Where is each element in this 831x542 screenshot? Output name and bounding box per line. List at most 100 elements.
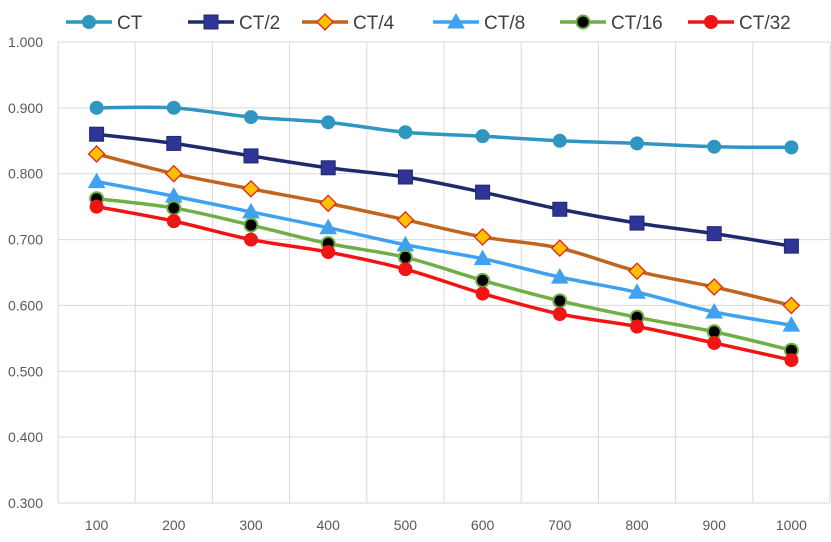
data-point-ct-2 [629, 215, 645, 231]
data-point-ct-16 [475, 272, 491, 288]
data-point-ct-32 [707, 335, 722, 350]
x-tick-label: 500 [394, 517, 418, 533]
data-point-ct-32 [166, 214, 181, 229]
data-point-ct-2 [166, 135, 182, 151]
data-point-ct [398, 125, 413, 140]
x-tick-label: 1000 [776, 517, 807, 533]
axis-tick-labels: 0.300 0.400 0.500 0.600 0.700 0.800 0.900 1.000… [8, 34, 807, 533]
data-point-ct-2 [706, 226, 722, 242]
series-lines [87, 100, 801, 368]
series-line-ct-8 [94, 179, 794, 327]
legend-marker-ct-16 [575, 14, 591, 30]
legend-marker-ct-8 [447, 12, 465, 29]
data-point-ct [244, 110, 258, 125]
data-point-ct-8 [319, 218, 338, 235]
legend-marker-ct [82, 15, 96, 29]
legend-label-ct-8: CT/8 [484, 13, 525, 34]
data-point-ct-2 [783, 238, 799, 254]
y-tick-label: 0.700 [8, 232, 43, 248]
series-line-ct-32 [94, 204, 794, 362]
y-tick-label: 1.000 [8, 34, 43, 50]
data-point-ct [321, 115, 336, 130]
data-point-ct [630, 136, 644, 151]
data-point-ct-4 [550, 239, 569, 258]
y-tick-label: 0.300 [8, 495, 43, 511]
data-point-ct-16 [243, 217, 259, 233]
data-point-ct-4 [396, 210, 415, 229]
data-point-ct-8 [87, 172, 106, 189]
data-point-ct-8 [628, 283, 646, 299]
data-point-ct-4 [242, 179, 260, 198]
legend-item-ct-2: CT/2 [188, 13, 280, 34]
data-point-ct-4 [473, 228, 492, 246]
data-point-ct-32 [552, 306, 567, 321]
series-ct-2 [89, 126, 799, 254]
data-point-ct-32 [321, 245, 336, 260]
data-point-ct [784, 140, 799, 155]
data-point-ct-8 [550, 268, 569, 284]
y-tick-label: 0.800 [8, 166, 43, 182]
x-tick-label: 200 [162, 517, 186, 533]
series-line-ct-2 [94, 132, 794, 248]
x-tick-label: 300 [239, 517, 263, 533]
data-point-ct-32 [475, 286, 490, 301]
data-point-ct [707, 139, 722, 154]
legend-marker-ct-32 [704, 15, 718, 29]
data-point-ct-2 [475, 184, 491, 200]
data-point-ct-4 [705, 278, 724, 296]
y-tick-label: 0.600 [8, 297, 43, 313]
legend-item-ct-32: CT/32 [688, 13, 791, 34]
x-tick-label: 700 [548, 517, 572, 533]
data-point-ct-32 [630, 319, 644, 334]
data-point-ct-2 [320, 160, 336, 176]
data-point-ct-4 [782, 296, 801, 315]
data-point-ct-8 [705, 303, 724, 319]
data-point-ct-8 [473, 249, 492, 266]
data-point-ct-4 [319, 194, 338, 213]
data-point-ct [89, 100, 104, 115]
legend-item-ct-16: CT/16 [560, 13, 663, 34]
x-tick-label: 600 [471, 517, 495, 533]
series-ct-8 [87, 172, 801, 332]
legend-label-ct-4: CT/4 [353, 13, 395, 34]
data-point-ct-2 [89, 126, 105, 142]
x-tick-label: 400 [317, 517, 341, 533]
data-point-ct-4 [164, 164, 183, 183]
y-tick-label: 0.500 [8, 363, 43, 379]
series-line-ct-16 [94, 196, 794, 352]
data-point-ct [552, 133, 567, 148]
data-point-ct-16 [397, 249, 413, 265]
legend-label-ct-16: CT/16 [611, 13, 663, 34]
data-point-ct-32 [244, 232, 258, 247]
legend-label-ct-32: CT/32 [739, 13, 791, 34]
legend-label-ct: CT [117, 13, 143, 34]
y-tick-label: 0.400 [8, 429, 43, 445]
legend: CT CT/2 CT/4 CT/8 CT/16 CT/32 [66, 12, 791, 34]
data-point-ct-32 [398, 262, 413, 277]
legend-label-ct-2: CT/2 [239, 13, 280, 34]
series-ct-4 [87, 145, 801, 315]
data-point-ct-8 [782, 316, 801, 332]
y-tick-label: 0.900 [8, 100, 43, 116]
legend-marker-ct-4 [316, 13, 334, 31]
x-tick-label: 800 [625, 517, 649, 533]
series-line-ct [94, 105, 794, 150]
data-point-ct-4 [628, 262, 646, 281]
data-point-ct [475, 129, 490, 144]
data-point-ct-2 [243, 148, 259, 164]
data-point-ct [166, 100, 181, 115]
legend-item-ct-8: CT/8 [433, 12, 525, 34]
data-point-ct-16 [552, 293, 568, 309]
legend-item-ct: CT [66, 13, 143, 34]
data-point-ct-4 [87, 145, 106, 163]
legend-marker-ct-2 [203, 14, 219, 30]
data-point-ct-32 [89, 199, 104, 214]
series-ct [89, 100, 799, 155]
data-point-ct-2 [552, 201, 568, 217]
data-point-ct-32 [784, 353, 799, 368]
series-ct-32 [89, 199, 799, 368]
series-line-ct-4 [94, 152, 794, 308]
x-tick-label: 900 [703, 517, 727, 533]
data-point-ct-2 [397, 169, 413, 185]
